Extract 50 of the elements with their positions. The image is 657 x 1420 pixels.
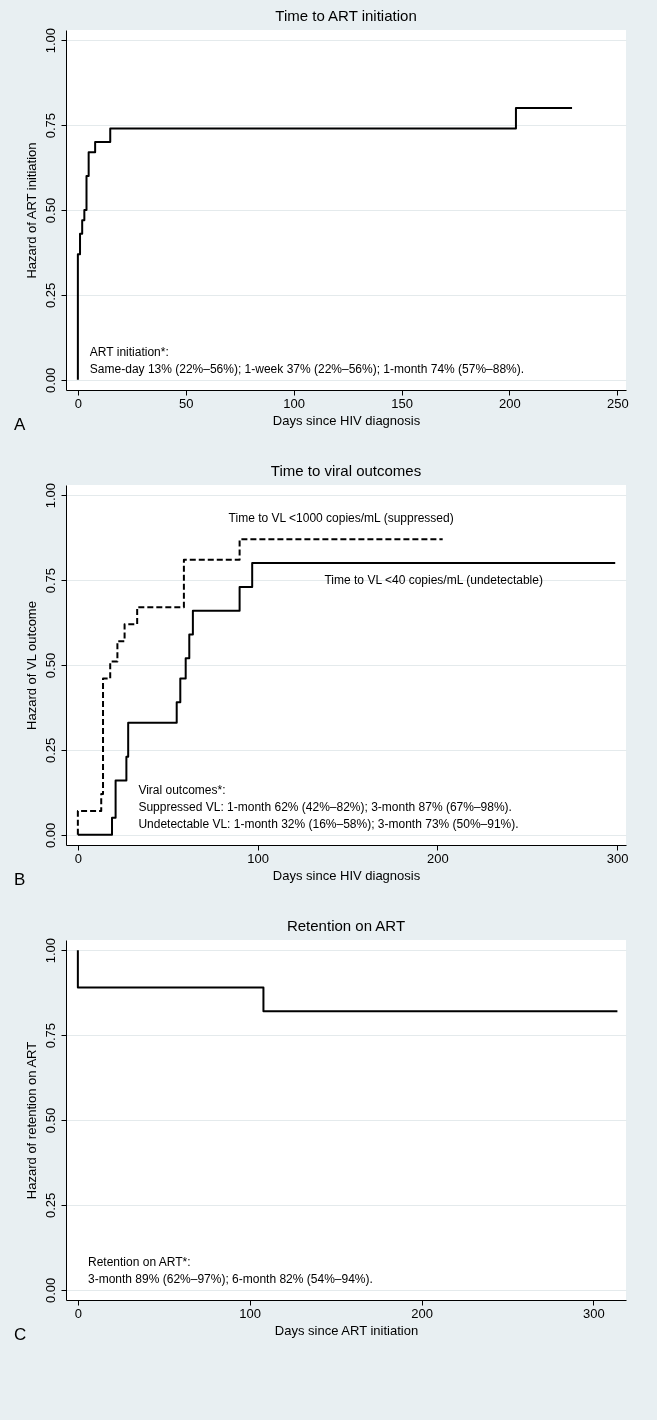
y-tick-label: 1.00 (42, 938, 58, 964)
x-tick-label: 300 (606, 850, 629, 866)
x-tick-label: 200 (426, 850, 449, 866)
y-tick-label: 0.00 (42, 1277, 58, 1303)
annotation: Retention on ART*: (88, 1255, 191, 1269)
x-tick-label: 150 (391, 395, 413, 411)
x-tick-label: 0 (74, 1305, 82, 1321)
annotation: Viral outcomes*: (138, 783, 226, 797)
chart-title: Retention on ART (286, 916, 406, 934)
x-tick-label: 200 (411, 1305, 433, 1321)
y-tick-label: 0.25 (42, 737, 58, 764)
x-tick-label: 100 (283, 395, 306, 411)
y-axis-title: Hazard of ART initiation (23, 142, 39, 279)
y-tick-label: 0.50 (42, 652, 58, 679)
text: A (14, 415, 26, 434)
text: B (14, 870, 26, 889)
y-tick-label: 0.75 (42, 567, 58, 594)
annotation: Suppressed VL: 1-month 62% (42%–82%); 3-month 87% (67%–98%). (138, 800, 512, 814)
y-tick-label: 1.00 (42, 483, 58, 509)
x-tick-label: 100 (239, 1305, 262, 1321)
x-tick-label: 200 (499, 395, 521, 411)
x-tick-label: 300 (583, 1305, 605, 1321)
x-axis-title: Days since HIV diagnosis (272, 867, 421, 883)
y-axis-title: Hazard of VL outcome (23, 601, 39, 730)
x-tick-label: 50 (179, 395, 194, 411)
annotation: 3-month 89% (62%–97%); 6-month 82% (54%–94%). (88, 1272, 373, 1286)
y-tick-label: 0.50 (42, 197, 58, 224)
y-tick-label: 0.75 (42, 1022, 58, 1049)
x-tick-label: 100 (247, 850, 269, 866)
annotation: Undetectable VL: 1-month 32% (16%–58%); 3-month 73% (50%–91%). (138, 817, 519, 831)
y-tick-label: 0.25 (42, 1192, 58, 1219)
y-tick-label: 0.25 (42, 282, 58, 309)
chart-title: Time to viral outcomes (270, 461, 422, 479)
annotation: ART initiation*: (89, 345, 169, 359)
y-tick-label: 1.00 (42, 28, 58, 54)
y-tick-label: 0.00 (42, 822, 58, 848)
y-axis-title: Hazard of retention on ART (23, 1041, 39, 1200)
x-tick-label: 250 (607, 395, 629, 411)
series-label: Time to VL <40 copies/mL (undetectable) (324, 573, 543, 588)
x-tick-label: 0 (74, 850, 82, 866)
series-label: Time to VL <1000 copies/mL (suppressed) (228, 511, 454, 526)
annotation: Same-day 13% (22%–56%); 1-week 37% (22%–56%); 1-month 74% (57%–88%). (89, 362, 525, 376)
y-tick-label: 0.75 (42, 112, 58, 139)
text: C (14, 1325, 27, 1344)
x-tick-label: 0 (74, 395, 82, 411)
chart-title: Time to ART initiation (275, 6, 417, 24)
y-tick-label: 0.00 (42, 367, 58, 393)
x-axis-title: Days since ART initiation (274, 1322, 419, 1338)
x-axis-title: Days since HIV diagnosis (272, 412, 421, 428)
y-tick-label: 0.50 (42, 1107, 58, 1134)
